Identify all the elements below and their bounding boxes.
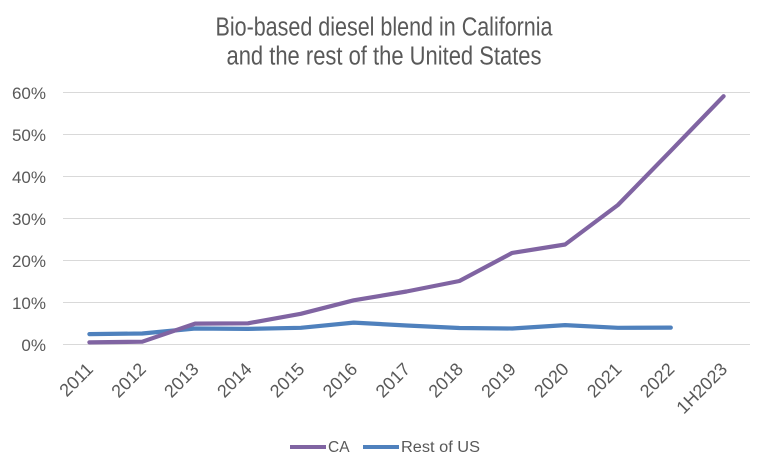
svg-text:40%: 40% xyxy=(12,168,46,187)
svg-text:50%: 50% xyxy=(12,126,46,145)
svg-text:60%: 60% xyxy=(12,84,46,103)
svg-text:30%: 30% xyxy=(12,210,46,229)
svg-text:10%: 10% xyxy=(12,294,46,313)
svg-text:Rest of US: Rest of US xyxy=(401,439,480,456)
svg-text:CA: CA xyxy=(328,439,350,456)
svg-text:20%: 20% xyxy=(12,252,46,271)
svg-text:Bio-based diesel blend in Cali: Bio-based diesel blend in California xyxy=(216,14,554,42)
svg-text:and the rest of the United Sta: and the rest of the United States xyxy=(227,42,542,70)
svg-text:0%: 0% xyxy=(21,336,46,355)
